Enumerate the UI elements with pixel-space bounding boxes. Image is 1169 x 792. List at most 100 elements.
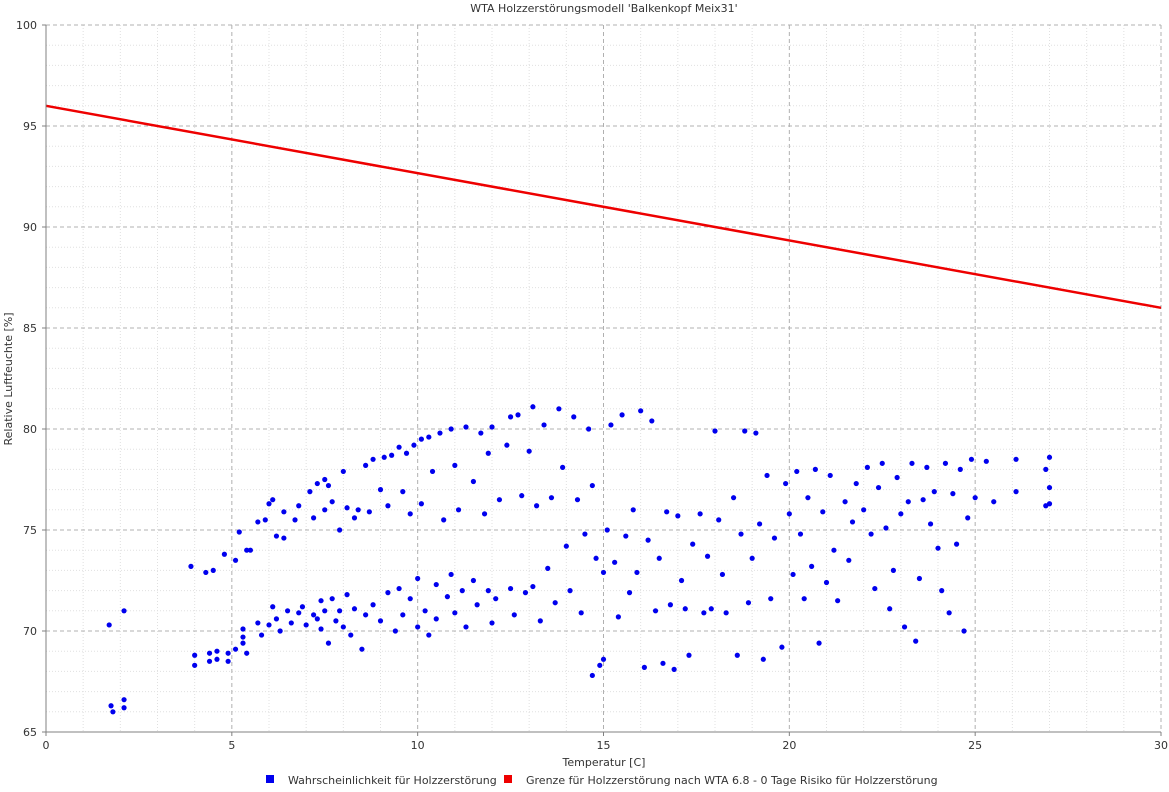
data-point [823, 579, 830, 586]
data-point [422, 608, 428, 614]
data-point [1043, 466, 1049, 472]
data-point [441, 517, 447, 523]
series-scatter [106, 404, 1053, 715]
data-point [600, 656, 607, 662]
series-limit-line [45, 104, 1162, 310]
data-point [481, 511, 488, 517]
data-point [448, 426, 454, 432]
data-point [351, 606, 358, 612]
data-point [448, 571, 454, 578]
data-point [296, 503, 302, 509]
data-point [288, 620, 294, 626]
data-point [400, 612, 406, 618]
data-point [913, 638, 919, 644]
x-tick-label: 30 [1154, 739, 1168, 752]
x-tick-label: 20 [782, 739, 796, 752]
data-point [192, 652, 198, 658]
data-point [563, 543, 569, 549]
data-point [262, 517, 268, 523]
data-point [121, 705, 127, 711]
y-tick-label: 95 [23, 120, 37, 133]
data-point [972, 495, 978, 501]
data-point [545, 565, 551, 571]
data-point [511, 612, 517, 618]
data-point [771, 535, 778, 541]
data-point [849, 519, 856, 525]
data-point [924, 464, 930, 470]
data-point [968, 456, 975, 462]
series-layer [45, 104, 1162, 715]
data-point [861, 507, 867, 513]
data-point [634, 569, 640, 576]
data-point [656, 555, 662, 561]
data-point [946, 610, 952, 616]
data-point [846, 557, 852, 563]
data-point [322, 608, 328, 614]
data-point [749, 555, 755, 561]
data-point [474, 602, 480, 608]
y-tick-label: 80 [23, 423, 37, 436]
data-point [567, 588, 573, 594]
data-point [522, 590, 529, 596]
data-point [1013, 456, 1019, 462]
data-point [883, 525, 889, 531]
data-point [489, 620, 495, 626]
data-point [418, 501, 424, 507]
data-point [649, 418, 655, 424]
data-point [537, 618, 543, 624]
data-point [108, 703, 114, 709]
data-point [389, 452, 395, 458]
data-point [1046, 484, 1053, 491]
data-point [831, 547, 837, 553]
data-point [898, 511, 904, 517]
data-point [381, 454, 387, 460]
data-point [110, 709, 116, 715]
y-axis-label: Relative Luftfeuchte [%] [2, 313, 15, 446]
data-point [318, 598, 324, 604]
data-point [578, 610, 584, 616]
data-point [333, 618, 339, 624]
y-tick-label: 85 [23, 322, 37, 335]
y-tick-label: 90 [23, 221, 37, 234]
legend-label: Grenze für Holzzerstörung nach WTA 6.8 -… [526, 774, 938, 787]
data-point [121, 697, 127, 703]
data-point [541, 422, 547, 428]
data-point [385, 590, 391, 596]
data-point [931, 489, 937, 495]
data-point [983, 458, 989, 464]
legend-swatch [504, 775, 512, 783]
data-point [786, 511, 792, 517]
data-point [452, 610, 458, 616]
data-point [225, 658, 231, 664]
data-point [626, 590, 633, 596]
data-point [411, 442, 417, 448]
data-point [935, 545, 941, 551]
data-point [801, 596, 807, 602]
data-point [690, 541, 696, 547]
data-point [455, 507, 462, 513]
data-point [704, 553, 711, 559]
data-point [363, 612, 369, 618]
data-point [392, 628, 398, 634]
data-point [348, 632, 354, 638]
data-point [835, 598, 841, 604]
data-point [534, 503, 540, 509]
data-point [734, 652, 740, 658]
data-point [370, 456, 376, 462]
data-point [530, 583, 536, 590]
data-point [247, 547, 254, 553]
data-point [496, 497, 503, 503]
data-point [638, 408, 644, 414]
data-point [206, 650, 213, 656]
data-point [225, 650, 231, 656]
data-point [214, 648, 220, 654]
data-point [623, 533, 629, 539]
x-tick-label: 10 [411, 739, 425, 752]
data-point [697, 511, 703, 517]
data-point [716, 517, 722, 523]
data-point [325, 482, 332, 489]
data-point [571, 414, 577, 420]
data-point [463, 424, 469, 430]
data-point [415, 575, 421, 582]
limit-line [45, 104, 1162, 310]
